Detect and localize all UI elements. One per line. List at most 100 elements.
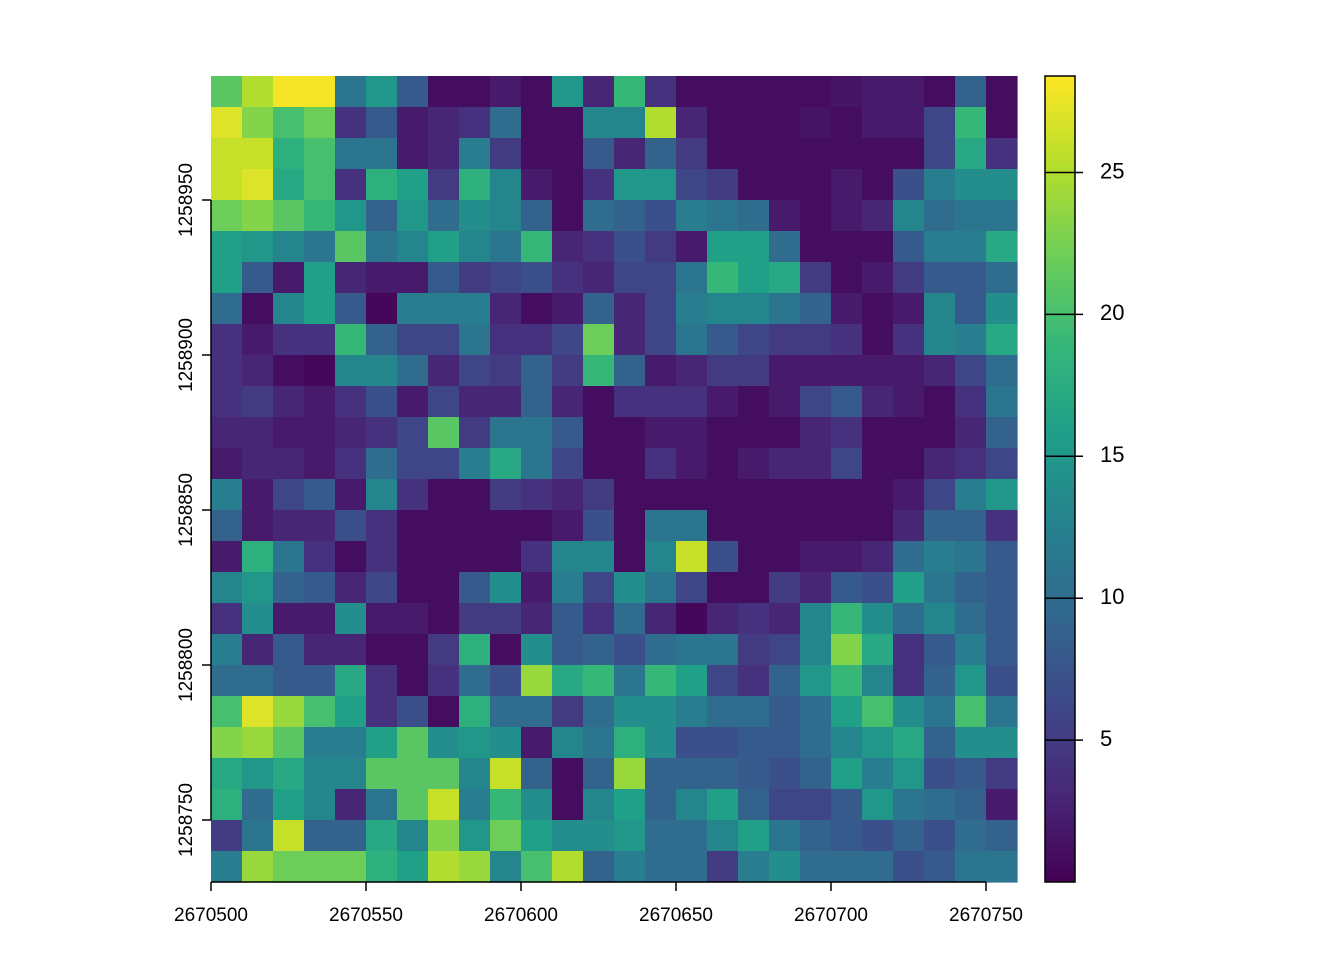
cell xyxy=(521,448,553,480)
cell xyxy=(335,107,367,139)
cell xyxy=(459,200,491,232)
cell xyxy=(521,76,553,108)
cell xyxy=(428,386,460,418)
cell xyxy=(862,76,894,108)
cell xyxy=(521,851,553,883)
cell xyxy=(552,510,584,542)
cell xyxy=(428,541,460,573)
cell xyxy=(893,324,925,356)
cell xyxy=(211,417,243,449)
cell xyxy=(273,572,305,604)
cell xyxy=(242,386,274,418)
cell xyxy=(459,293,491,325)
cell xyxy=(986,107,1018,139)
cell xyxy=(211,76,243,108)
cell xyxy=(459,789,491,821)
cell xyxy=(831,293,863,325)
cell xyxy=(738,293,770,325)
cell xyxy=(645,262,677,294)
cell xyxy=(614,727,646,759)
cell xyxy=(335,355,367,387)
cell xyxy=(397,386,429,418)
cell xyxy=(242,448,274,480)
cell xyxy=(304,789,336,821)
cell xyxy=(614,479,646,511)
cell xyxy=(552,293,584,325)
cell xyxy=(645,386,677,418)
cell xyxy=(769,386,801,418)
cell xyxy=(924,479,956,511)
cell xyxy=(211,324,243,356)
cell xyxy=(304,231,336,263)
cell xyxy=(583,386,615,418)
cell xyxy=(862,417,894,449)
cell xyxy=(986,324,1018,356)
cell xyxy=(676,417,708,449)
cell xyxy=(583,138,615,170)
cell xyxy=(862,200,894,232)
cell xyxy=(955,324,987,356)
cell xyxy=(552,851,584,883)
cell xyxy=(490,262,522,294)
cell xyxy=(366,510,398,542)
cell xyxy=(335,293,367,325)
cell xyxy=(614,138,646,170)
cell xyxy=(366,355,398,387)
cell xyxy=(397,603,429,635)
cell xyxy=(273,355,305,387)
colorbar xyxy=(1044,75,1076,883)
cell xyxy=(769,479,801,511)
cell xyxy=(800,665,832,697)
cell xyxy=(335,789,367,821)
cell xyxy=(738,262,770,294)
cell xyxy=(955,386,987,418)
cell xyxy=(645,293,677,325)
cell xyxy=(862,572,894,604)
cell xyxy=(862,634,894,666)
cell xyxy=(459,355,491,387)
cell xyxy=(583,169,615,201)
cell xyxy=(242,696,274,728)
y-tick-label: 1258750 xyxy=(176,783,197,857)
cell xyxy=(273,107,305,139)
cell xyxy=(645,789,677,821)
cell xyxy=(211,851,243,883)
cell xyxy=(428,200,460,232)
cell xyxy=(831,665,863,697)
cell xyxy=(335,820,367,852)
cell xyxy=(335,386,367,418)
cell xyxy=(583,758,615,790)
cell xyxy=(397,510,429,542)
cell xyxy=(738,820,770,852)
cell xyxy=(676,603,708,635)
cell xyxy=(583,107,615,139)
cell xyxy=(707,758,739,790)
cell xyxy=(893,262,925,294)
cell xyxy=(862,541,894,573)
cell xyxy=(831,448,863,480)
cell xyxy=(583,510,615,542)
cell xyxy=(459,603,491,635)
cell xyxy=(552,448,584,480)
cell xyxy=(428,820,460,852)
cell xyxy=(614,572,646,604)
cell xyxy=(459,758,491,790)
cell xyxy=(521,603,553,635)
cell xyxy=(800,355,832,387)
x-tick-label: 2670500 xyxy=(174,905,248,926)
cell xyxy=(490,851,522,883)
cell xyxy=(242,76,274,108)
cell xyxy=(614,262,646,294)
cell xyxy=(707,355,739,387)
cell xyxy=(242,603,274,635)
cell xyxy=(304,510,336,542)
cell xyxy=(707,231,739,263)
cell xyxy=(986,572,1018,604)
cell xyxy=(769,820,801,852)
cell xyxy=(490,820,522,852)
cell xyxy=(428,603,460,635)
cell xyxy=(304,851,336,883)
cell xyxy=(924,665,956,697)
cell xyxy=(428,758,460,790)
cell xyxy=(645,541,677,573)
